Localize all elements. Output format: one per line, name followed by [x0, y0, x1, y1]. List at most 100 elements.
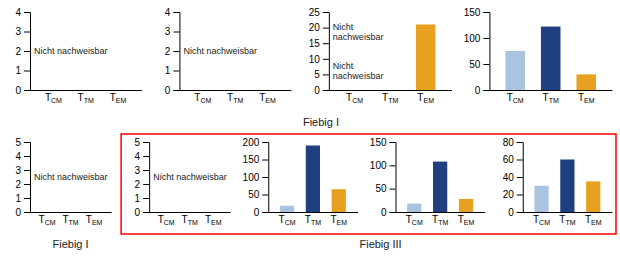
- y-tick: 150: [243, 154, 269, 165]
- annotation: Nichtnachweisbar: [333, 22, 384, 42]
- x-tick: TEM: [578, 90, 595, 104]
- y-tick: 3: [15, 165, 30, 176]
- y-tick-mark: [262, 195, 268, 196]
- x-tick-label-sub: CM: [285, 219, 296, 226]
- y-tick-mark: [24, 212, 30, 213]
- x-axis: TCMTTMTEM: [269, 212, 358, 226]
- y-tick-label: 15: [309, 38, 321, 49]
- x-tick-label: TTM: [78, 92, 94, 104]
- y-tick-label: 2: [15, 46, 21, 57]
- y-tick: 200: [243, 137, 269, 148]
- y-tick-label: 3: [165, 26, 171, 37]
- x-tick-label: TCM: [194, 92, 211, 104]
- y-tick: 0: [15, 207, 30, 218]
- y-tick: 4: [135, 151, 150, 162]
- y-tick-label: 4: [15, 151, 21, 162]
- x-tick: TEM: [259, 90, 276, 104]
- x-tick-label-sub: CM: [539, 219, 550, 226]
- x-tick-label-sub: TM: [565, 219, 575, 226]
- panel: 0510152025TCMTTMTEMNichtnachweisbarNicht…: [309, 7, 452, 105]
- x-tick: TTM: [182, 212, 198, 226]
- y-tick-mark: [143, 184, 149, 185]
- y-tick-label: 150: [464, 7, 481, 18]
- y-tick: 100: [464, 33, 490, 44]
- y-tick-label: 200: [243, 137, 260, 148]
- y-tick-mark: [24, 156, 30, 157]
- y-axis: 050100150200: [243, 137, 269, 218]
- y-tick-label: 100: [464, 33, 481, 44]
- y-tick-mark: [517, 142, 523, 143]
- x-tick-label-sub: CM: [200, 97, 211, 104]
- x-tick-label-sub: EM: [337, 219, 348, 226]
- x-tick: TTM: [78, 90, 94, 104]
- group-frame: [121, 134, 616, 234]
- y-tick-label: 150: [370, 137, 387, 148]
- y-tick: 60: [503, 154, 523, 165]
- x-tick-label: TCM: [39, 214, 56, 226]
- y-tick-label: 20: [309, 22, 321, 33]
- y-tick: 1: [165, 65, 180, 76]
- y-axis: 012345: [135, 137, 150, 218]
- y-tick-mark: [262, 142, 268, 143]
- x-axis: TCMTTMTEM: [490, 90, 613, 104]
- x-axis: TCMTTMTEM: [150, 212, 231, 226]
- y-tick-mark: [323, 12, 329, 13]
- x-tick-label: TEM: [259, 92, 276, 104]
- panel: 050100150TCMTTMTEM: [464, 7, 613, 105]
- bar: [505, 51, 525, 90]
- y-tick: 50: [375, 183, 395, 194]
- chart-root: 01234TCMTTMTEMNicht nachweisbar01234TCMT…: [0, 0, 620, 277]
- y-tick-label: 2: [165, 46, 171, 57]
- x-tick-label: TCM: [507, 92, 524, 104]
- x-tick: TEM: [330, 212, 347, 226]
- x-tick: TCM: [406, 212, 423, 226]
- bar: [459, 199, 473, 212]
- x-tick-label: TEM: [330, 214, 347, 226]
- y-tick-label: 4: [135, 151, 141, 162]
- bars: [505, 27, 596, 90]
- y-tick-mark: [517, 195, 523, 196]
- y-tick-label: 3: [15, 26, 21, 37]
- annotation-line: Nicht nachweisbar: [34, 46, 108, 56]
- y-tick-mark: [390, 142, 396, 143]
- y-tick-label: 2: [135, 179, 141, 190]
- x-axis: TCMTTMTEM: [31, 90, 142, 104]
- y-tick: 0: [135, 207, 150, 218]
- y-tick-label: 150: [243, 154, 260, 165]
- annotation-line: nachweisbar: [333, 32, 384, 42]
- annotation-line: Nicht: [333, 61, 354, 71]
- y-tick-label: 1: [15, 65, 21, 76]
- y-tick-label: 2: [15, 179, 21, 190]
- x-axis: TCMTTMTEM: [31, 212, 112, 226]
- annotation-line: Nicht nachweisbar: [153, 172, 227, 182]
- y-tick-mark: [517, 177, 523, 178]
- x-tick-label: TCM: [533, 214, 550, 226]
- x-axis-line: [329, 90, 452, 91]
- x-tick: TTM: [305, 212, 321, 226]
- x-tick-label: TTM: [227, 92, 243, 104]
- x-axis-line: [150, 212, 231, 213]
- x-tick-label: TEM: [578, 92, 595, 104]
- x-tick: TCM: [346, 90, 363, 104]
- y-tick-mark: [390, 212, 396, 213]
- y-tick-label: 0: [254, 207, 260, 218]
- y-axis: 0510152025: [309, 7, 330, 96]
- x-tick-label-sub: EM: [211, 219, 222, 226]
- bar: [332, 189, 346, 212]
- y-tick: 80: [503, 137, 523, 148]
- y-axis-line: [517, 143, 524, 213]
- x-tick-label-sub: CM: [51, 97, 62, 104]
- x-tick-label: TEM: [458, 214, 475, 226]
- y-tick-mark: [262, 212, 268, 213]
- x-tick: TCM: [507, 90, 524, 104]
- y-tick: 3: [165, 26, 180, 37]
- bar: [534, 186, 548, 212]
- annotation: Nicht nachweisbar: [34, 172, 108, 182]
- bars: [416, 24, 436, 90]
- y-tick-mark: [143, 198, 149, 199]
- y-tick-label: 1: [165, 65, 171, 76]
- y-tick: 0: [165, 85, 180, 96]
- x-tick: TCM: [45, 90, 62, 104]
- y-tick-mark: [173, 90, 179, 91]
- y-tick: 150: [464, 7, 490, 18]
